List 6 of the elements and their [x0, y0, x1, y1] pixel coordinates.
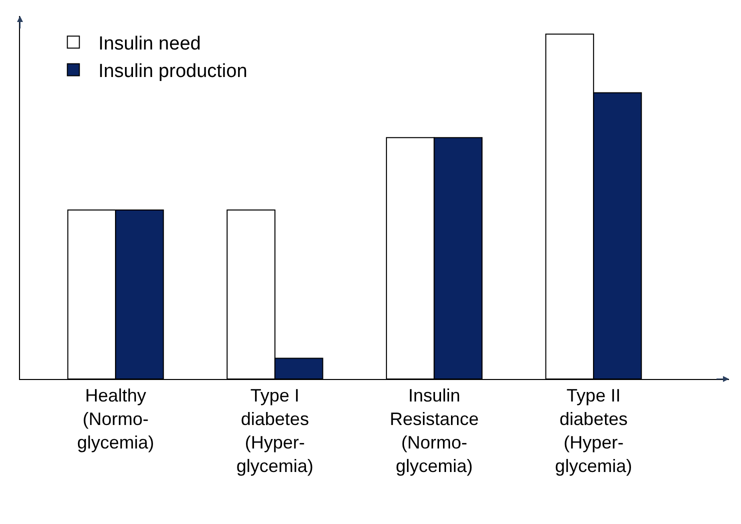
x-tick-label: Insulin Resistance (Normo- glycemia) — [390, 386, 479, 476]
x-tick-label: Type II diabetes (Hyper- glycemia) — [555, 386, 632, 476]
legend-label: Insulin production — [98, 61, 248, 82]
x-tick-label: Type I diabetes (Hyper- glycemia) — [236, 386, 314, 476]
legend-label: Insulin need — [98, 34, 201, 55]
x-tick-label: Healthy (Normo- glycemia) — [77, 386, 154, 452]
